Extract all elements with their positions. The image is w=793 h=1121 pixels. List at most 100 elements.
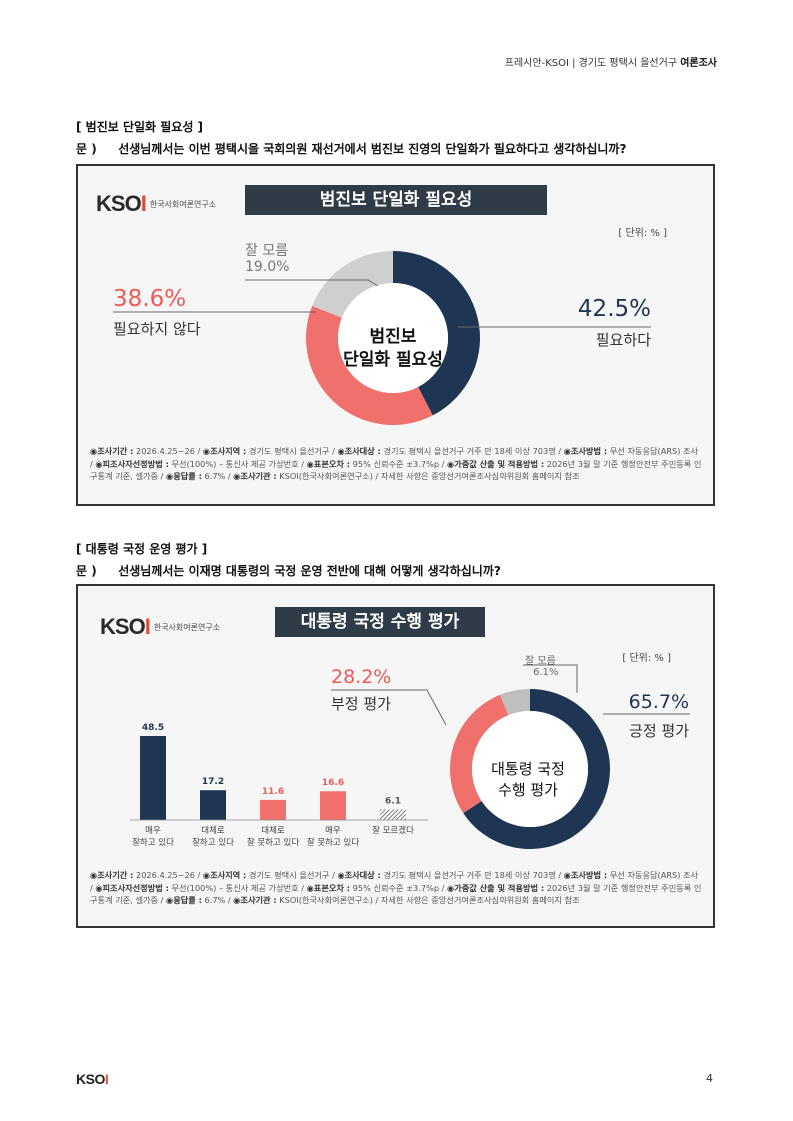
bar <box>140 736 166 820</box>
bar-category-label: 잘하고 있다 <box>132 837 174 848</box>
slice-label-needed: 필요하다 <box>595 331 651 349</box>
note-key: ◉가중값 산출 및 적용방법 : <box>447 458 545 469</box>
bar-value-label: 6.1 <box>385 796 401 806</box>
leader-line-unknown <box>245 279 379 287</box>
note-value: 경기도 평택시 을선거구 거주 만 18세 이상 703명 / <box>380 446 564 456</box>
header-bold-text: 여론조사 <box>680 58 717 69</box>
unit-label: [ 단위: % ] <box>622 653 671 664</box>
logo-mark: KSOI <box>96 191 147 216</box>
bar-value-label: 48.5 <box>142 723 164 733</box>
note-key: ◉피조사자선정방법 : <box>95 458 169 469</box>
note-value: 경기도 평택시 을선거구 거주 만 18세 이상 703명 / <box>380 870 564 880</box>
bar <box>320 791 346 820</box>
footer-logo: KSOI <box>76 1071 109 1087</box>
ksoi-logo: KSOI 한국사회여론연구소 <box>96 191 216 217</box>
question-label: 문 ) <box>76 142 97 156</box>
center-line-2: 단일화 필요성 <box>343 350 443 370</box>
section1-title: [ 범진보 단일화 필요성 ] <box>76 120 204 134</box>
bar-category-label: 대체로 <box>261 825 285 836</box>
leader-line-unknown <box>523 664 578 693</box>
bar-category-label: 잘하고 있다 <box>192 837 234 848</box>
note-value: KSOI(한국사회여론연구소) / 자세한 사항은 중앙선거여론조사심의위원회 … <box>276 895 580 905</box>
unit-label: [ 단위: % ] <box>618 228 667 239</box>
bar-category-label: 잘 못하고 있다 <box>307 837 360 848</box>
note-key: ◉가중값 산출 및 적용방법 : <box>447 882 545 893</box>
note-value: 무선(100%) – 통신사 제공 가상번호 / <box>168 882 307 893</box>
bar-value-label: 17.2 <box>202 777 224 787</box>
slice-label-not-needed: 필요하지 않다 <box>113 320 201 338</box>
chart-banner: 범진보 단일화 필요성 <box>245 185 547 215</box>
donut-chart-unification <box>113 251 651 425</box>
donut-slice-unknown <box>312 251 393 318</box>
chart-panel-president: KSOI 한국사회여론연구소 대통령 국정 수행 평가 [ 단위: % ] 48… <box>76 584 715 928</box>
note-key: ◉조사기간 : <box>90 446 134 456</box>
note-value: 경기도 평택시 을선거구 / <box>246 870 338 880</box>
bar-category-label: 대체로 <box>201 825 225 836</box>
section1-question: 문 ) 선생님께서는 이번 평택시을 국회의원 재선거에서 범진보 진영의 단일… <box>76 140 626 157</box>
note-key: ◉응답률 : <box>166 895 202 905</box>
note-key: ◉조사대상 : <box>337 446 381 456</box>
note-key: ◉피조사자선정방법 : <box>95 882 169 893</box>
note-value: 경기도 평택시 을선거구 / <box>246 446 338 456</box>
note-value: 무선(100%) – 통신사 제공 가상번호 / <box>168 458 307 469</box>
note-value: 무선 자동응답(ARS) 조사 / <box>90 870 699 893</box>
donut-slice-unknown <box>500 689 530 716</box>
note-value: 무선 자동응답(ARS) 조사 / <box>90 446 699 469</box>
slice-value-negative: 28.2% <box>331 666 392 688</box>
bar-category-label: 잘 모르겠다 <box>372 825 414 836</box>
slice-value-unknown: 19.0% <box>245 259 290 275</box>
note-key: ◉조사기관 : <box>233 471 277 481</box>
chart-banner: 대통령 국정 수행 평가 <box>275 607 485 637</box>
donut-hole <box>472 711 588 827</box>
bar-value-label: 16.6 <box>322 778 344 788</box>
note-key: ◉조사지역 : <box>202 446 247 456</box>
note-key: ◉조사기관 : <box>233 895 277 905</box>
bar-category-label: 매우 <box>325 826 341 836</box>
question-text: 선생님께서는 이번 평택시을 국회의원 재선거에서 범진보 진영의 단일화가 필… <box>118 142 627 156</box>
section2-question: 문 ) 선생님께서는 이재명 대통령의 국정 운영 전반에 대해 어떻게 생각하… <box>76 562 501 579</box>
bar-category-label: 잘 못하고 있다 <box>247 837 300 848</box>
slice-value-unknown: 6.1% <box>533 667 559 678</box>
donut-slice-not-needed <box>306 305 433 425</box>
note-key: ◉조사지역 : <box>202 870 247 880</box>
note-key: ◉응답률 : <box>166 471 202 481</box>
slice-label-unknown: 잘 모름 <box>525 656 556 667</box>
bar-category-label: 매우 <box>145 826 161 836</box>
note-value: 2026년 3월 말 기준 행정안전부 주민등록 인구통계 기준, 셀가중 / <box>90 458 702 482</box>
leader-line-negative <box>331 689 447 726</box>
donut-center-label: 대통령 국정 수행 평가 <box>448 759 608 801</box>
note-key: ◉표본오차 : <box>306 882 351 893</box>
slice-label-positive: 긍정 평가 <box>629 722 689 740</box>
note-value: 2026.4.25~26 / <box>133 870 203 880</box>
note-value: 95% 신뢰수준 ±3.7%p / <box>350 458 448 469</box>
chart-panel-unification: KSOI 한국사회여론연구소 범진보 단일화 필요성 [ 단위: % ] 잘 모… <box>76 164 715 506</box>
page-number: 4 <box>706 1072 713 1085</box>
center-line-1: 범진보 <box>369 327 417 347</box>
header-text: 프레시안-KSOI | 경기도 평택시 을선거구 <box>504 58 677 69</box>
note-value: 6.7% / <box>201 895 234 905</box>
note-key: ◉조사방법 : <box>563 870 608 880</box>
note-value: 6.7% / <box>201 471 234 481</box>
donut-slice-positive <box>463 689 610 849</box>
note-value: 2026년 3월 말 기준 행정안전부 주민등록 인구통계 기준, 셀가중 / <box>90 882 702 906</box>
note-value: KSOI(한국사회여론연구소) / 자세한 사항은 중앙선거여론조사심의위원회 … <box>276 471 580 481</box>
donut-slice-negative <box>449 694 509 814</box>
question-label: 문 ) <box>76 564 97 578</box>
survey-note: ◉조사기간 : 2026.4.25~26 / ◉조사지역 : 경기도 평택시 을… <box>90 445 703 483</box>
bar <box>380 809 406 820</box>
logo-subtitle: 한국사회여론연구소 <box>153 622 221 632</box>
slice-label-negative: 부정 평가 <box>331 695 391 713</box>
note-value: 95% 신뢰수준 ±3.7%p / <box>350 882 448 893</box>
slice-value-needed: 42.5% <box>577 296 651 322</box>
donut-hole <box>338 283 448 393</box>
donut-center-label: 범진보 단일화 필요성 <box>293 326 493 372</box>
center-line-1: 대통령 국정 <box>491 760 565 778</box>
bar <box>200 790 226 820</box>
question-text: 선생님께서는 이재명 대통령의 국정 운영 전반에 대해 어떻게 생각하십니까? <box>118 564 501 578</box>
note-value: 2026.4.25~26 / <box>133 446 203 456</box>
slice-value-not-needed: 38.6% <box>113 286 187 312</box>
section2-title: [ 대통령 국정 운영 평가 ] <box>76 542 208 556</box>
page-header: 프레시안-KSOI | 경기도 평택시 을선거구 여론조사 <box>505 54 717 69</box>
note-key: ◉조사대상 : <box>337 870 381 880</box>
